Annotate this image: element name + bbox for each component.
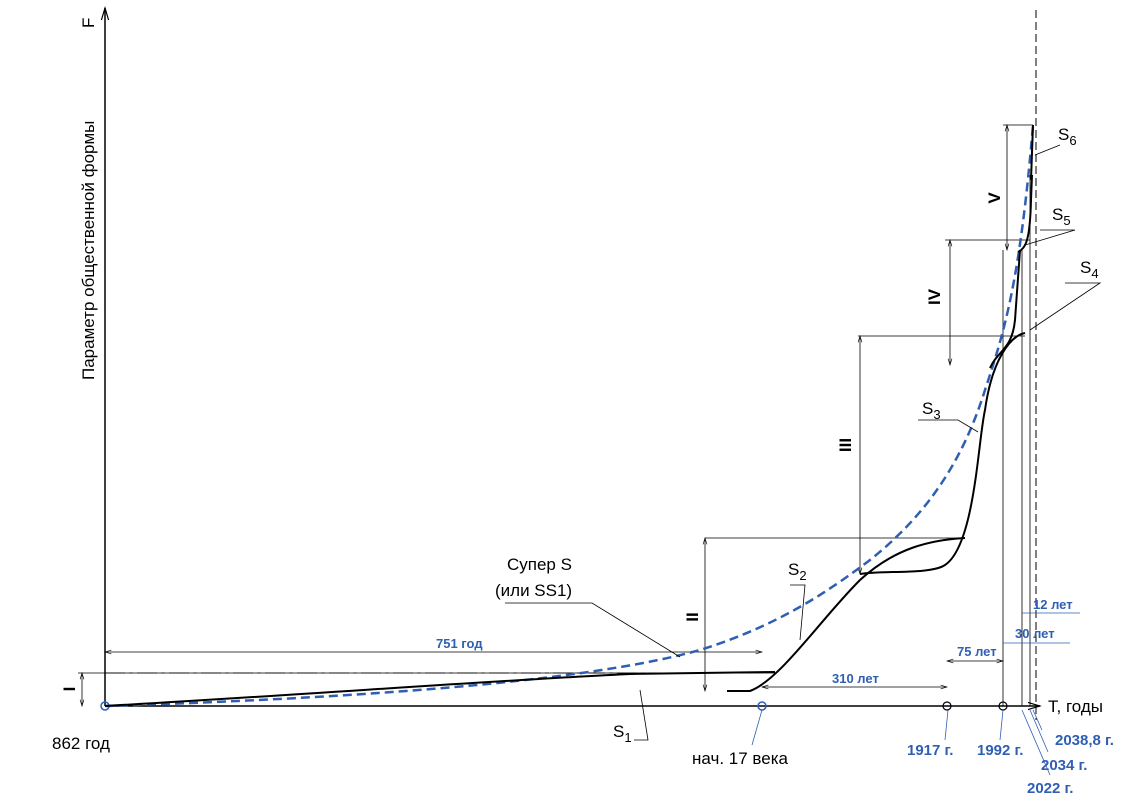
stage: III	[836, 438, 855, 452]
x-mark: 2038,8 г.	[1055, 732, 1114, 749]
x-mark: 2034 г.	[1041, 757, 1087, 774]
super-s: Супер S	[507, 555, 572, 574]
curve-label: S6	[1058, 125, 1077, 148]
x-points: 862 год нач. 17 века 1917 г. 1992 г. 202…	[52, 701, 1114, 797]
s1-curve	[104, 671, 776, 707]
y-label: Параметр общественной формы	[79, 121, 98, 380]
curve-label: S3	[922, 399, 941, 422]
s3-curve	[859, 332, 1026, 575]
interval: 12 лет	[1033, 597, 1073, 612]
s5-curve	[1017, 174, 1033, 253]
extension-lines	[78, 124, 1033, 706]
axes: Параметр общественной формы F T, годы	[79, 8, 1103, 720]
curve-label: S1	[613, 722, 632, 745]
interval: 751 год	[436, 636, 483, 651]
s6-curve	[1030, 124, 1034, 181]
x-mark: 1917 г.	[907, 742, 953, 759]
super-s-curve	[104, 124, 1035, 708]
x-mark: 862 год	[52, 734, 110, 753]
stage: II	[683, 612, 702, 621]
labels: Супер S (или SS1) S1 S2 S3 S4 S5 S6	[495, 125, 1102, 745]
stage: I	[60, 687, 79, 692]
s4-curve	[989, 249, 1021, 369]
curve-label: S4	[1080, 258, 1099, 281]
stage: V	[985, 192, 1004, 204]
curve-label: S5	[1052, 205, 1071, 228]
curves	[104, 124, 1035, 708]
interval: 310 лет	[832, 671, 879, 686]
x-label: T, годы	[1048, 697, 1103, 716]
stage: IV	[925, 288, 944, 305]
x-mark: нач. 17 века	[692, 749, 789, 768]
dimensions: 751 год 310 лет 75 лет 30 лет 12 лет I I…	[60, 125, 1080, 706]
interval: 75 лет	[957, 644, 997, 659]
s2-curve	[727, 537, 966, 692]
point	[942, 701, 952, 711]
interval: 30 лет	[1015, 626, 1055, 641]
curve-label: S2	[788, 560, 807, 583]
x-mark: 2022 г.	[1027, 780, 1073, 797]
super-s: (или SS1)	[495, 581, 572, 600]
y-symbol: F	[79, 18, 98, 28]
x-mark: 1992 г.	[977, 742, 1023, 759]
